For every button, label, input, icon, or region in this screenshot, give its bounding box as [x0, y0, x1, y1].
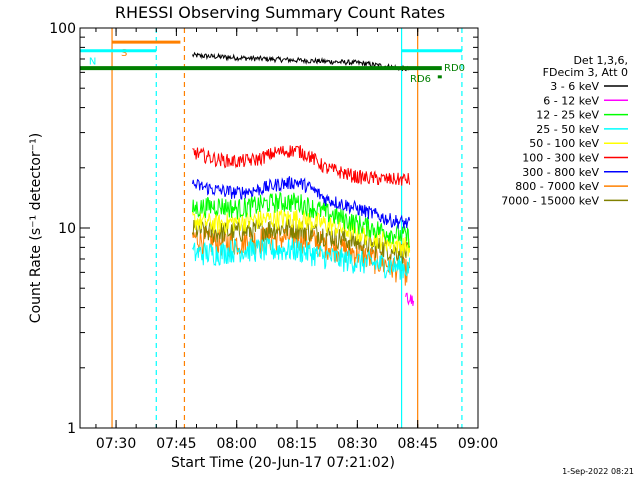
x-tick-label: 08:15 [277, 436, 317, 452]
y-axis-label: Count Rate (s⁻¹ detector⁻¹) [28, 133, 44, 323]
interval-bar-label: N [89, 57, 96, 68]
series-line-12-25-kev [192, 191, 411, 248]
chart-title: RHESSI Observing Summary Count Rates [115, 3, 445, 22]
series-line-3-6-kev [192, 51, 411, 72]
interval-bar-label: S [121, 48, 127, 59]
legend-label: 300 - 800 keV [522, 166, 599, 179]
x-tick-label: 07:45 [156, 436, 196, 452]
y-tick-label: 1 [67, 421, 76, 437]
legend-label: 800 - 7000 keV [515, 180, 599, 193]
legend-label: 50 - 100 keV [529, 137, 599, 150]
series-line-7000-15000-kev [192, 218, 411, 265]
legend-label: 25 - 50 keV [536, 123, 599, 136]
legend-label: 3 - 6 keV [550, 80, 599, 93]
annotation-rd0: RD0 [444, 63, 465, 74]
annotation-rd6: RD6 [410, 74, 431, 85]
legend-label: 6 - 12 keV [543, 94, 599, 107]
legend-label: 100 - 300 keV [522, 152, 599, 165]
legend-header-line: Det 1,3,6, [573, 54, 628, 67]
legend-label: 7000 - 15000 keV [501, 194, 599, 207]
legend-header-line: FDecim 3, Att 0 [543, 66, 628, 79]
x-tick-label: 07:30 [96, 436, 136, 452]
x-tick-label: 08:30 [337, 436, 377, 452]
x-tick-label: 08:00 [217, 436, 257, 452]
series-line-100-300-kev [192, 145, 411, 186]
legend-label: 12 - 25 keV [536, 109, 599, 122]
x-tick-label: 09:00 [458, 436, 498, 452]
series-line-50-100-kev [192, 209, 411, 257]
x-tick-label: 08:45 [397, 436, 437, 452]
footer-date: 1-Sep-2022 08:21 [562, 467, 634, 476]
y-tick-label: 100 [49, 21, 76, 37]
series-line-300-800-kev [192, 176, 411, 229]
x-axis-label: Start Time (20-Jun-17 07:21:02) [171, 455, 395, 471]
series-line-25-50-kev [192, 237, 411, 280]
y-tick-label: 10 [58, 221, 76, 237]
series-line-6-12-kev [405, 292, 415, 306]
